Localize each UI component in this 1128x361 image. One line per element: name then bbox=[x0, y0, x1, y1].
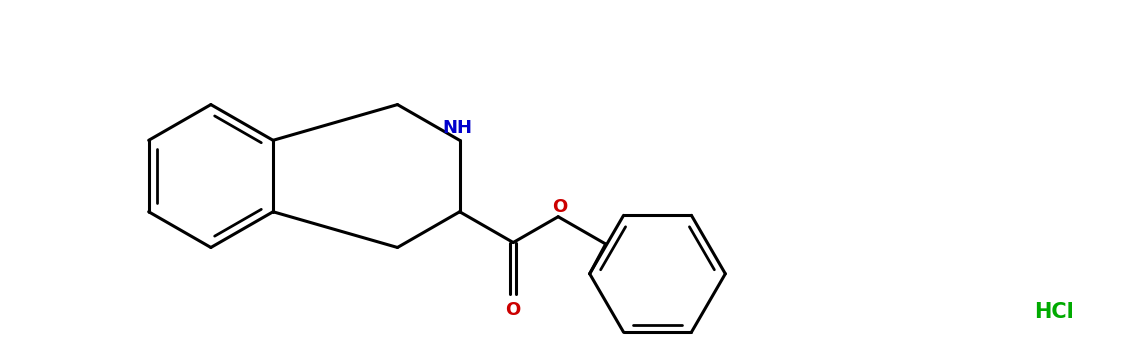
Text: O: O bbox=[505, 301, 521, 319]
Text: NH: NH bbox=[442, 119, 473, 138]
Text: O: O bbox=[553, 198, 567, 216]
Text: HCl: HCl bbox=[1034, 302, 1074, 322]
